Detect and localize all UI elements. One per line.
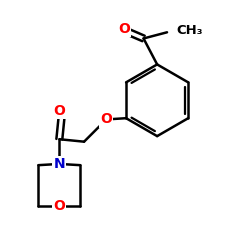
Text: CH₃: CH₃ bbox=[176, 24, 203, 37]
Text: O: O bbox=[54, 104, 65, 118]
Text: O: O bbox=[118, 22, 130, 36]
Text: O: O bbox=[100, 112, 112, 126]
Text: O: O bbox=[54, 199, 65, 213]
Text: N: N bbox=[54, 157, 65, 171]
